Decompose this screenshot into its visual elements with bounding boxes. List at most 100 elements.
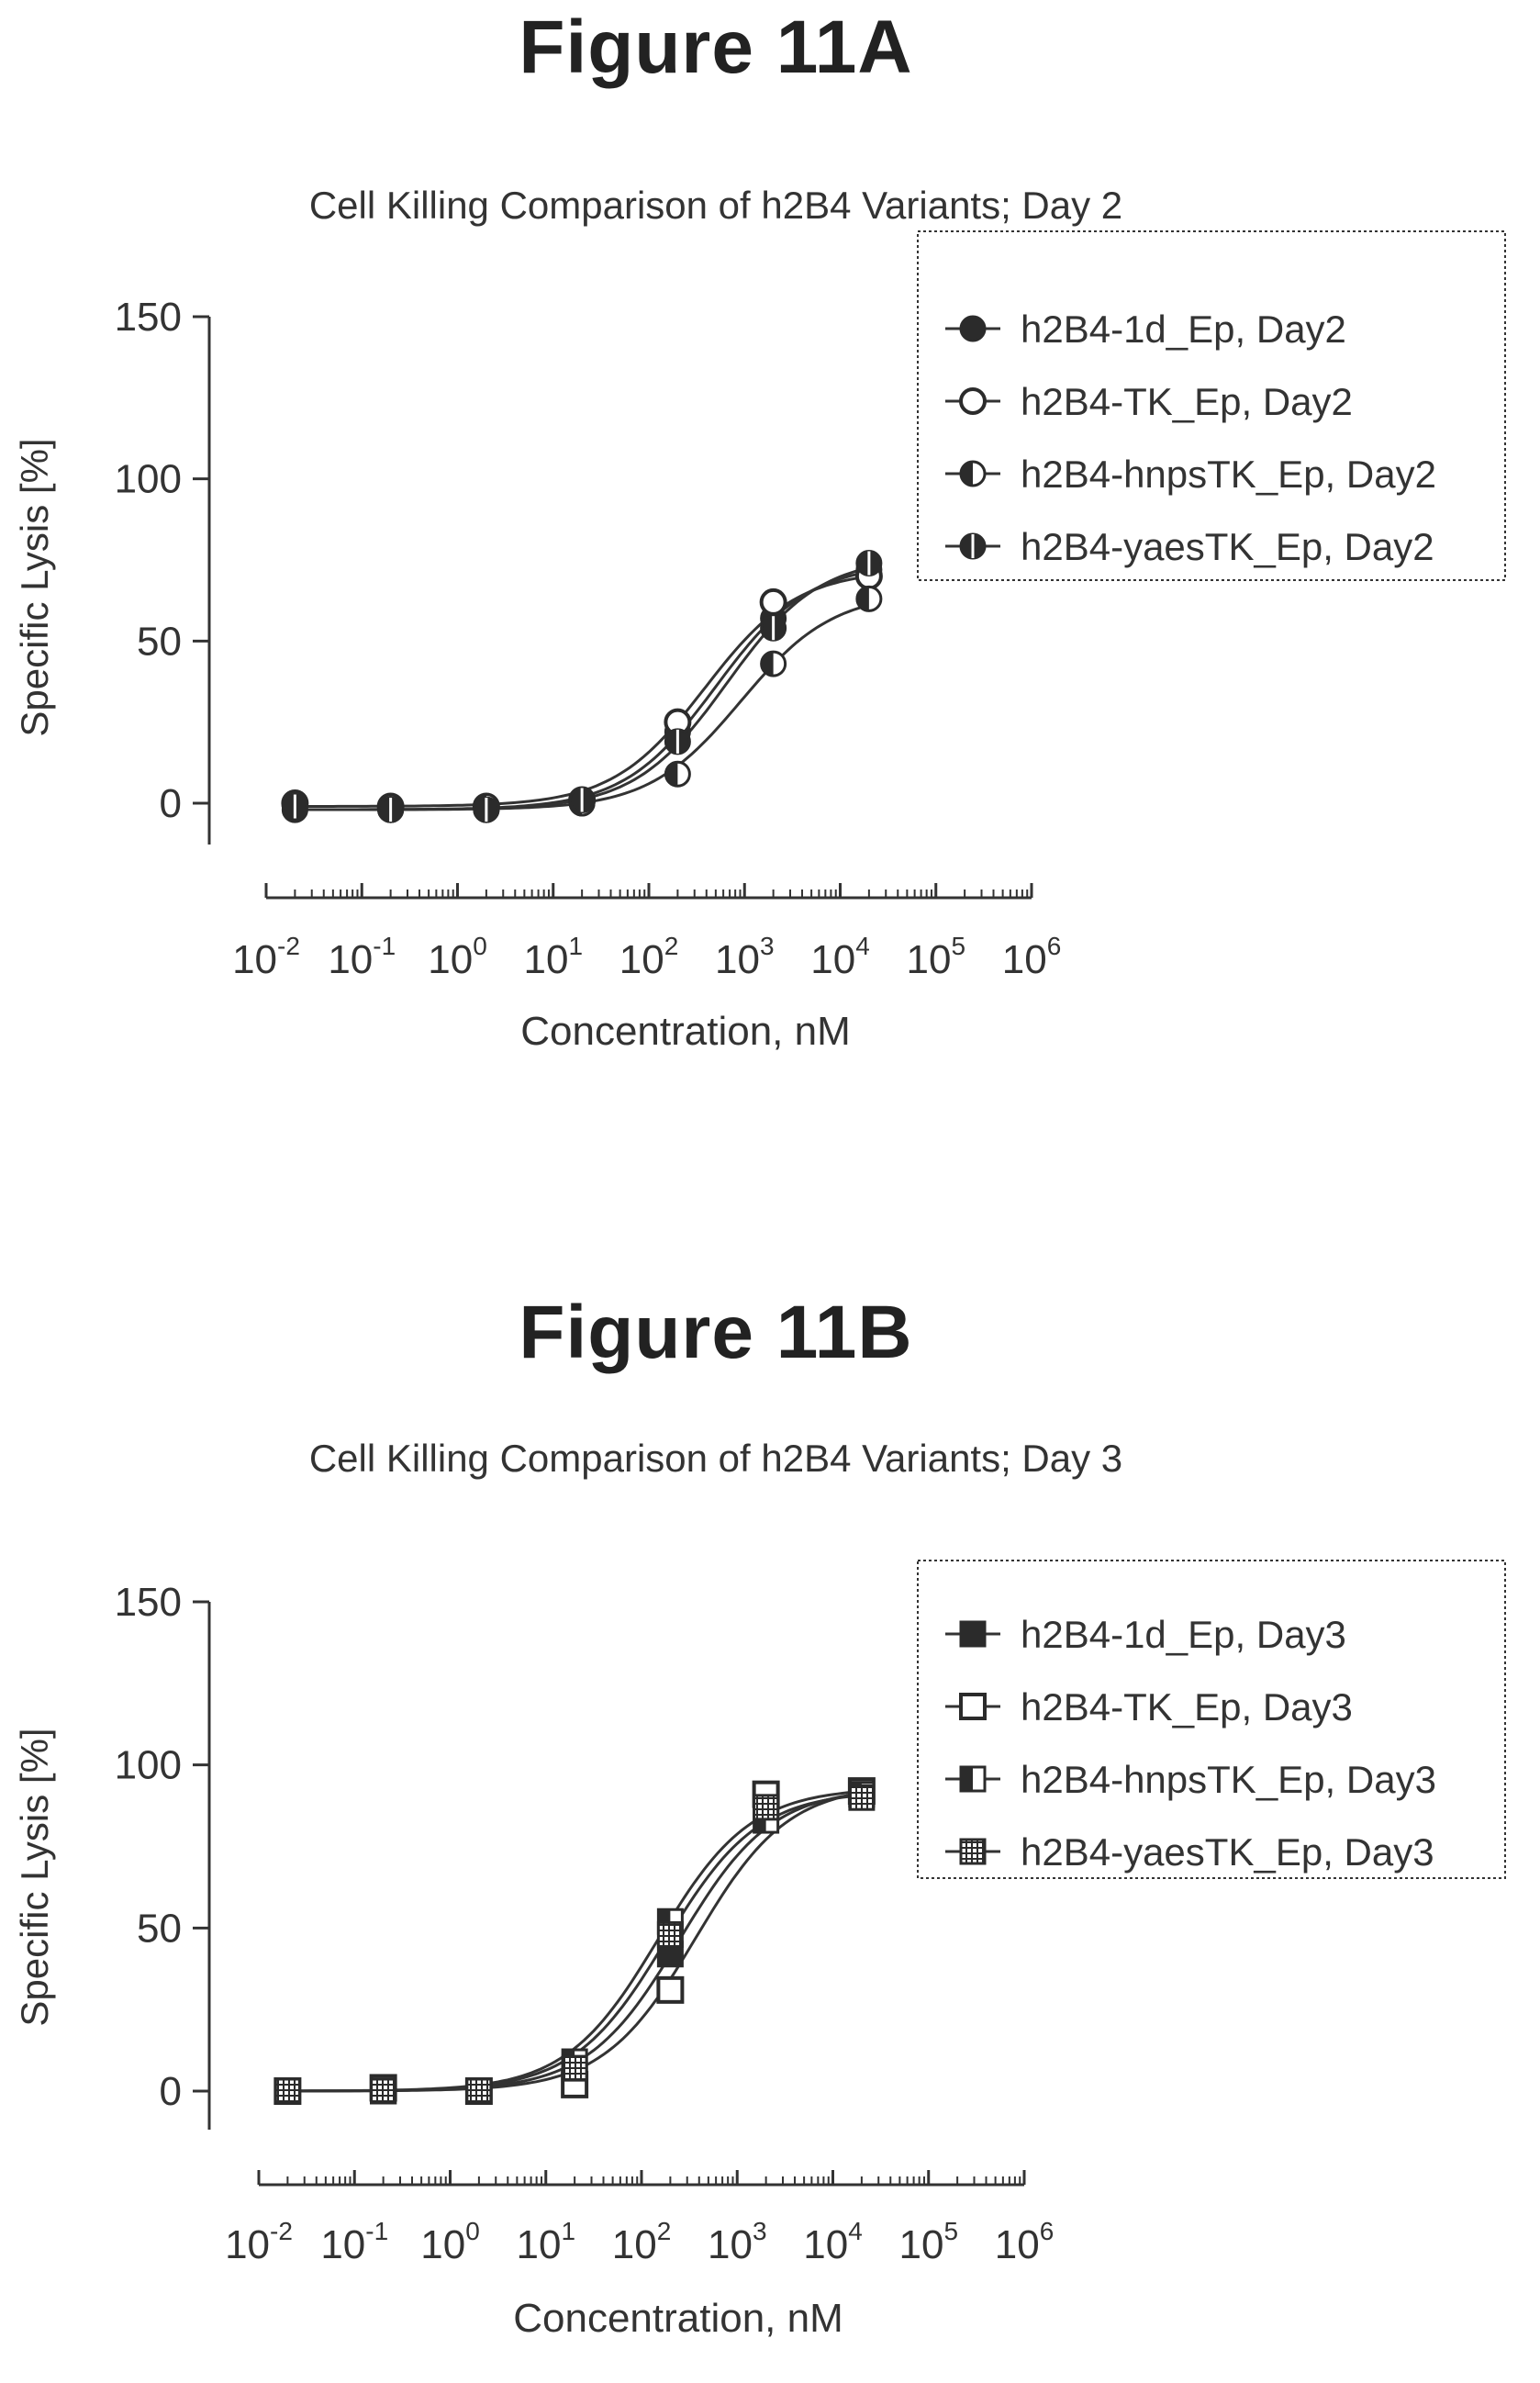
marker-fill bbox=[961, 462, 973, 486]
x-tick-exponent: 1 bbox=[568, 932, 583, 960]
x-tick-label: 106 bbox=[1002, 932, 1062, 982]
marker-shape bbox=[959, 387, 987, 415]
x-tick-exponent: 2 bbox=[664, 932, 679, 960]
y-tick-label: 150 bbox=[115, 1580, 182, 1625]
marker-shape bbox=[959, 1693, 987, 1720]
x-tick-exponent: 5 bbox=[951, 932, 965, 960]
marker-shape bbox=[959, 315, 987, 342]
x-tick-base: 10 bbox=[328, 937, 373, 982]
marker-shape bbox=[753, 1794, 780, 1821]
data-point bbox=[377, 796, 405, 823]
legend-label: h2B4-1d_Ep, Day3 bbox=[1021, 1613, 1346, 1656]
x-tick-base: 10 bbox=[420, 2222, 465, 2267]
x-tick-exponent: 2 bbox=[657, 2217, 672, 2245]
x-tick-label: 105 bbox=[898, 2217, 958, 2267]
x-tick-base: 10 bbox=[906, 937, 951, 982]
x-tick-exponent: 0 bbox=[465, 2217, 480, 2245]
marker-fill bbox=[761, 652, 774, 677]
x-tick-label: 101 bbox=[516, 2217, 575, 2267]
x-tick-exponent: -2 bbox=[270, 2217, 293, 2245]
fit-curve bbox=[287, 1792, 863, 2093]
x-tick-base: 10 bbox=[715, 937, 760, 982]
x-tick-label: 106 bbox=[995, 2217, 1055, 2267]
figure-11a-heading: Figure 11A bbox=[519, 6, 913, 89]
x-tick-exponent: -2 bbox=[277, 932, 300, 960]
legend-marker bbox=[959, 1765, 987, 1793]
y-axis-title: Specific Lysis [%] bbox=[13, 438, 56, 736]
y-tick-label: 100 bbox=[115, 1743, 182, 1788]
x-tick-exponent: 6 bbox=[1047, 932, 1062, 960]
data-point bbox=[465, 2077, 493, 2105]
marker-fill bbox=[665, 762, 678, 787]
y-tick-label: 50 bbox=[137, 1906, 182, 1951]
data-point bbox=[760, 650, 787, 677]
x-tick-exponent: -1 bbox=[373, 932, 396, 960]
figure-11b-heading: Figure 11B bbox=[519, 1291, 913, 1374]
x-tick-exponent: 4 bbox=[848, 2217, 863, 2245]
x-tick-label: 103 bbox=[708, 2217, 767, 2267]
y-tick-label: 150 bbox=[115, 295, 182, 340]
x-tick-exponent: 5 bbox=[943, 2217, 958, 2245]
marker-shape bbox=[656, 1975, 685, 2004]
x-tick-label: 10-2 bbox=[225, 2217, 293, 2267]
marker-shape bbox=[656, 1920, 684, 1948]
x-tick-label: 100 bbox=[428, 932, 487, 982]
data-point bbox=[855, 585, 883, 612]
legend-label: h2B4-hnpsTK_Ep, Day2 bbox=[1021, 453, 1436, 496]
data-point bbox=[760, 614, 787, 642]
x-tick-base: 10 bbox=[320, 2222, 365, 2267]
fit-curve bbox=[287, 1790, 863, 2093]
y-tick-label: 50 bbox=[137, 619, 182, 664]
x-tick-base: 10 bbox=[803, 2222, 848, 2267]
legend-box bbox=[917, 230, 1506, 581]
legend-label: h2B4-yaesTK_Ep, Day2 bbox=[1021, 525, 1434, 568]
data-point bbox=[473, 796, 500, 823]
y-tick-label: 0 bbox=[160, 2069, 182, 2114]
data-point bbox=[370, 2077, 397, 2105]
marker-shape bbox=[959, 1838, 987, 1865]
fit-curve bbox=[287, 1791, 863, 2093]
x-tick-label: 10-1 bbox=[328, 932, 396, 982]
legend-label: h2B4-hnpsTK_Ep, Day3 bbox=[1021, 1758, 1436, 1801]
x-tick-exponent: 3 bbox=[760, 932, 775, 960]
x-tick-label: 105 bbox=[906, 932, 965, 982]
x-tick-base: 10 bbox=[516, 2222, 561, 2267]
x-tick-base: 10 bbox=[708, 2222, 753, 2267]
chart-11a-title: Cell Killing Comparison of h2B4 Variants… bbox=[308, 184, 1123, 227]
data-point bbox=[848, 1784, 876, 1811]
x-tick-base: 10 bbox=[810, 937, 855, 982]
legend-box bbox=[917, 1560, 1506, 1879]
x-tick-base: 10 bbox=[232, 937, 277, 982]
x-tick-base: 10 bbox=[898, 2222, 943, 2267]
marker-shape bbox=[848, 1784, 876, 1811]
x-tick-label: 102 bbox=[619, 932, 679, 982]
chart-11b-title: Cell Killing Comparison of h2B4 Variants… bbox=[308, 1437, 1123, 1480]
marker-shape bbox=[273, 2077, 301, 2105]
x-tick-label: 104 bbox=[803, 2217, 863, 2267]
legend-marker bbox=[959, 1838, 987, 1865]
legend-label: h2B4-1d_Ep, Day2 bbox=[1021, 308, 1346, 351]
x-tick-label: 100 bbox=[420, 2217, 480, 2267]
legend-marker bbox=[959, 460, 987, 487]
data-point bbox=[568, 786, 596, 813]
data-point bbox=[561, 2054, 588, 2082]
data-point bbox=[753, 1794, 780, 1821]
x-tick-label: 10-2 bbox=[232, 932, 300, 982]
x-tick-base: 10 bbox=[225, 2222, 270, 2267]
legend-marker bbox=[959, 532, 987, 560]
marker-fill bbox=[961, 1767, 973, 1791]
y-axis-title: Specific Lysis [%] bbox=[13, 1728, 56, 2026]
legend-marker bbox=[959, 1693, 987, 1720]
x-tick-label: 103 bbox=[715, 932, 775, 982]
x-tick-label: 10-1 bbox=[320, 2217, 388, 2267]
data-point bbox=[664, 760, 691, 788]
legend-marker bbox=[959, 315, 987, 342]
x-tick-base: 10 bbox=[1002, 937, 1047, 982]
x-tick-base: 10 bbox=[428, 937, 473, 982]
x-tick-exponent: 6 bbox=[1040, 2217, 1055, 2245]
legend-label: h2B4-TK_Ep, Day3 bbox=[1021, 1685, 1353, 1729]
data-point bbox=[273, 2077, 301, 2105]
x-tick-label: 102 bbox=[612, 2217, 672, 2267]
x-tick-base: 10 bbox=[523, 937, 568, 982]
